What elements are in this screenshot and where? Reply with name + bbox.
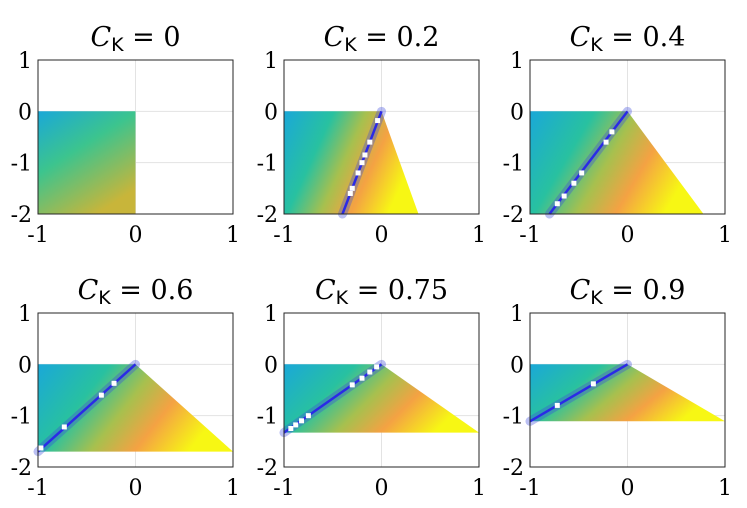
data-point-marker [609, 129, 615, 135]
data-point-marker [293, 422, 299, 428]
data-point-marker [375, 118, 381, 124]
data-point-marker [305, 413, 311, 419]
subplot-title: CK = 0.75 [315, 275, 448, 309]
heatmap-region [38, 364, 233, 452]
y-tick-label: 0 [510, 353, 524, 378]
y-tick-label: 1 [18, 302, 32, 327]
subplot-title: CK = 0.9 [570, 275, 686, 309]
x-tick-label: -1 [273, 476, 294, 501]
heatmap-region [530, 364, 725, 422]
subplot-title: CK = 0.4 [570, 22, 686, 56]
axes-frame [283, 312, 480, 468]
axes-frame [529, 59, 726, 215]
data-point-marker [362, 152, 368, 158]
x-tick-label: 0 [375, 476, 389, 501]
x-tick-label: -1 [27, 223, 48, 248]
heatmap-region [530, 111, 704, 214]
axes-frame [37, 59, 234, 215]
y-tick-label: -2 [11, 456, 32, 481]
subplot-title: CK = 0.2 [324, 22, 440, 56]
y-tick-label: 0 [510, 100, 524, 125]
data-point-marker [590, 381, 596, 387]
data-point-marker [374, 364, 380, 370]
y-tick-label: 0 [18, 100, 32, 125]
data-point-marker [288, 426, 294, 431]
axes-frame [529, 312, 726, 468]
x-tick-label: 1 [718, 223, 732, 248]
heatmap-region [38, 111, 136, 214]
y-tick-label: 0 [264, 353, 278, 378]
data-point-marker [111, 380, 117, 386]
x-tick-label: -1 [273, 223, 294, 248]
x-tick-label: 1 [226, 476, 240, 501]
boundary-line [529, 363, 629, 423]
heatmap-region [284, 364, 479, 433]
y-tick-label: -2 [503, 456, 524, 481]
data-point-marker [554, 402, 560, 408]
data-point-marker [347, 190, 353, 196]
x-tick-label: -1 [27, 476, 48, 501]
axes-frame [283, 59, 480, 215]
data-point-marker [603, 139, 609, 145]
x-tick-label: 1 [472, 476, 486, 501]
data-point-marker [349, 382, 355, 388]
data-point-marker [579, 170, 585, 176]
x-tick-label: 0 [621, 223, 635, 248]
heatmap-region [284, 111, 419, 214]
y-tick-label: -1 [257, 405, 278, 430]
data-point-marker [299, 418, 305, 424]
y-tick-label: 1 [510, 302, 524, 327]
subplot-title: CK = 0 [90, 22, 180, 56]
y-tick-label: -1 [257, 152, 278, 177]
x-tick-label: 0 [129, 476, 143, 501]
y-tick-label: -1 [11, 405, 32, 430]
data-point-marker [571, 180, 577, 186]
y-tick-label: 1 [18, 49, 32, 74]
y-tick-label: -1 [503, 152, 524, 177]
y-tick-label: 1 [264, 302, 278, 327]
x-tick-label: 1 [226, 223, 240, 248]
data-point-marker [38, 445, 44, 451]
data-point-marker [349, 185, 355, 191]
subplot-title: CK = 0.6 [78, 275, 194, 309]
data-point-marker [359, 375, 365, 381]
y-tick-label: -2 [257, 456, 278, 481]
data-point-marker [355, 170, 361, 176]
y-tick-label: -2 [257, 203, 278, 228]
data-point-marker [561, 193, 567, 199]
x-tick-label: -1 [519, 476, 540, 501]
y-tick-label: 0 [18, 353, 32, 378]
y-tick-label: -2 [503, 203, 524, 228]
y-tick-label: -2 [11, 203, 32, 228]
x-tick-label: -1 [519, 223, 540, 248]
y-tick-label: -1 [503, 405, 524, 430]
data-point-marker [367, 369, 373, 375]
x-tick-label: 1 [472, 223, 486, 248]
y-tick-label: -1 [11, 152, 32, 177]
x-tick-label: 0 [375, 223, 389, 248]
x-tick-label: 0 [621, 476, 635, 501]
data-point-marker [367, 139, 373, 145]
y-tick-label: 1 [510, 49, 524, 74]
x-tick-label: 1 [718, 476, 732, 501]
data-point-marker [98, 392, 104, 398]
y-tick-label: 1 [264, 49, 278, 74]
boundary-line [37, 363, 137, 453]
y-tick-label: 0 [264, 100, 278, 125]
data-point-marker [61, 424, 67, 430]
axes-frame [37, 312, 234, 468]
x-tick-label: 0 [129, 223, 143, 248]
data-point-marker [554, 201, 560, 207]
data-point-marker [359, 160, 365, 166]
